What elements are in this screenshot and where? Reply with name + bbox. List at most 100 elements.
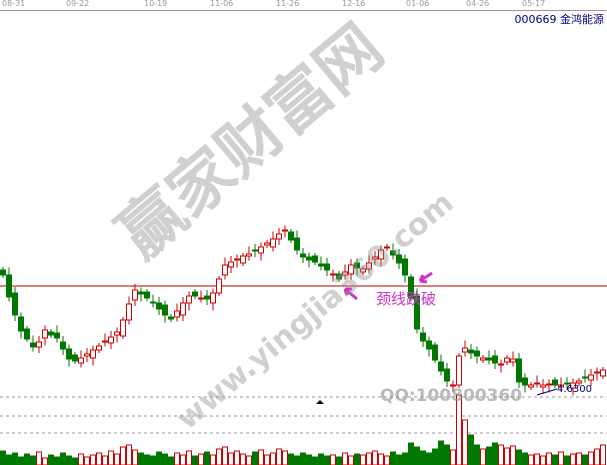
candle bbox=[498, 363, 504, 366]
candle bbox=[96, 345, 102, 351]
date-tick: 05-17 bbox=[522, 0, 546, 8]
low-pointer-line bbox=[536, 388, 558, 396]
candle bbox=[450, 384, 456, 387]
volume-bar bbox=[174, 452, 180, 465]
volume-bar bbox=[108, 450, 114, 465]
candle bbox=[486, 357, 492, 361]
candle bbox=[144, 291, 150, 299]
volume-bar bbox=[534, 453, 540, 465]
candle bbox=[168, 316, 174, 320]
candle bbox=[600, 369, 606, 377]
candle bbox=[12, 292, 18, 316]
volume-bar bbox=[222, 446, 228, 465]
volume-bar bbox=[552, 454, 558, 465]
volume-bar bbox=[330, 454, 336, 465]
candle bbox=[510, 358, 516, 363]
volume-bar bbox=[186, 450, 192, 465]
low-price-label: 4.6300 bbox=[557, 384, 592, 395]
volume-bar bbox=[192, 455, 198, 465]
candle bbox=[36, 341, 42, 348]
volume-bar bbox=[150, 455, 156, 465]
candle bbox=[90, 349, 96, 359]
candle bbox=[420, 332, 426, 342]
candle bbox=[174, 310, 180, 318]
candle bbox=[360, 268, 366, 273]
volume-bar bbox=[318, 453, 324, 465]
volume-bar bbox=[216, 448, 222, 465]
candle bbox=[330, 273, 336, 276]
volume-bar bbox=[240, 453, 246, 465]
volume-bar bbox=[348, 455, 354, 465]
volume-bar bbox=[498, 444, 504, 465]
volume-bar bbox=[72, 457, 78, 465]
volume-bar bbox=[294, 455, 300, 465]
volume-bar bbox=[156, 451, 162, 465]
volume-bar bbox=[114, 453, 120, 465]
candle bbox=[228, 261, 234, 268]
candle bbox=[426, 340, 432, 350]
candle bbox=[204, 295, 210, 300]
volume-bar bbox=[486, 446, 492, 465]
volume-bar bbox=[138, 452, 144, 465]
candle bbox=[492, 355, 498, 364]
candle bbox=[282, 229, 288, 232]
candle bbox=[300, 253, 306, 258]
candle bbox=[522, 377, 528, 386]
candle bbox=[270, 238, 276, 248]
volume-bar bbox=[30, 455, 36, 465]
candle bbox=[402, 258, 408, 276]
volume-bar bbox=[6, 454, 12, 465]
volume-bar bbox=[204, 451, 210, 465]
volume-bar bbox=[96, 452, 102, 465]
candle bbox=[480, 357, 486, 361]
volume-bar bbox=[546, 452, 552, 465]
candle bbox=[348, 264, 354, 275]
candle bbox=[534, 382, 540, 385]
volume-bar bbox=[504, 447, 510, 465]
candle bbox=[504, 357, 510, 363]
volume-bar bbox=[210, 454, 216, 465]
volume-bar bbox=[600, 444, 606, 465]
candle bbox=[540, 384, 546, 388]
date-tick: 10-19 bbox=[144, 0, 168, 8]
volume-bar bbox=[456, 394, 462, 465]
candle bbox=[60, 341, 66, 350]
volume-bar bbox=[372, 450, 378, 465]
volume-bar bbox=[84, 456, 90, 465]
date-tick: 08-31 bbox=[2, 0, 26, 8]
volume-bar bbox=[126, 444, 132, 465]
volume-bar bbox=[312, 456, 318, 465]
volume-bar bbox=[228, 452, 234, 465]
candle bbox=[156, 302, 162, 310]
candle bbox=[432, 344, 438, 361]
candle bbox=[444, 368, 450, 382]
candle bbox=[576, 380, 582, 384]
candle bbox=[210, 292, 216, 304]
candle bbox=[186, 295, 192, 304]
volume-bar bbox=[570, 453, 576, 465]
volume-bar bbox=[324, 455, 330, 465]
volume-bar bbox=[426, 452, 432, 465]
volume-bar bbox=[144, 454, 150, 465]
volume-bar bbox=[444, 444, 450, 465]
volume-bar bbox=[390, 451, 396, 465]
candle bbox=[72, 354, 78, 362]
date-tick: 09-22 bbox=[66, 0, 90, 8]
volume-bar bbox=[576, 452, 582, 465]
candle bbox=[408, 276, 414, 299]
candle bbox=[306, 256, 312, 261]
candle bbox=[456, 355, 462, 386]
candle bbox=[102, 340, 108, 343]
candle bbox=[558, 384, 564, 388]
volume-bar bbox=[360, 454, 366, 465]
volume-bar bbox=[540, 455, 546, 465]
volume-bar bbox=[102, 455, 108, 465]
candle bbox=[312, 255, 318, 263]
volume-bar bbox=[414, 446, 420, 465]
volume-bar bbox=[288, 453, 294, 465]
volume-bar bbox=[342, 452, 348, 465]
candle bbox=[30, 342, 36, 348]
volume-bar bbox=[384, 455, 390, 465]
candle bbox=[48, 331, 54, 336]
volume-bar bbox=[432, 448, 438, 465]
